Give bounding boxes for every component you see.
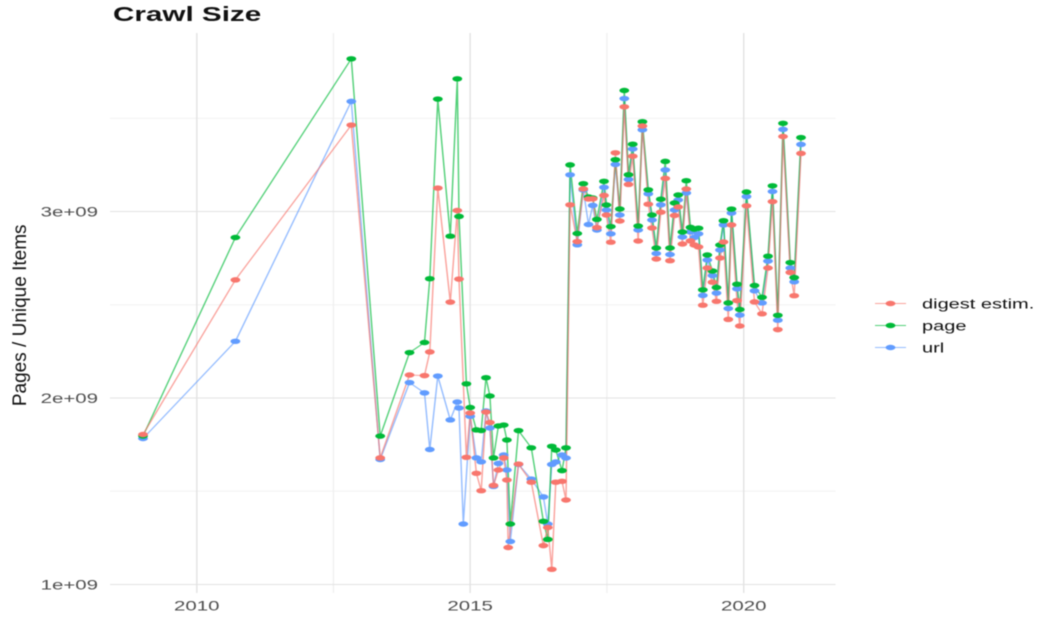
svg-text:2015: 2015 <box>447 597 493 613</box>
svg-text:2020: 2020 <box>721 597 767 613</box>
svg-text:url: url <box>922 340 944 356</box>
svg-text:1e+09: 1e+09 <box>41 577 98 593</box>
svg-text:Crawl Size: Crawl Size <box>113 3 261 26</box>
svg-text:digest estim.: digest estim. <box>922 296 1034 312</box>
svg-text:Pages / Unique Items: Pages / Unique Items <box>10 224 31 406</box>
svg-text:3e+09: 3e+09 <box>41 204 98 220</box>
svg-text:2e+09: 2e+09 <box>41 390 98 406</box>
svg-text:page: page <box>922 318 967 334</box>
svg-text:2010: 2010 <box>174 597 220 613</box>
